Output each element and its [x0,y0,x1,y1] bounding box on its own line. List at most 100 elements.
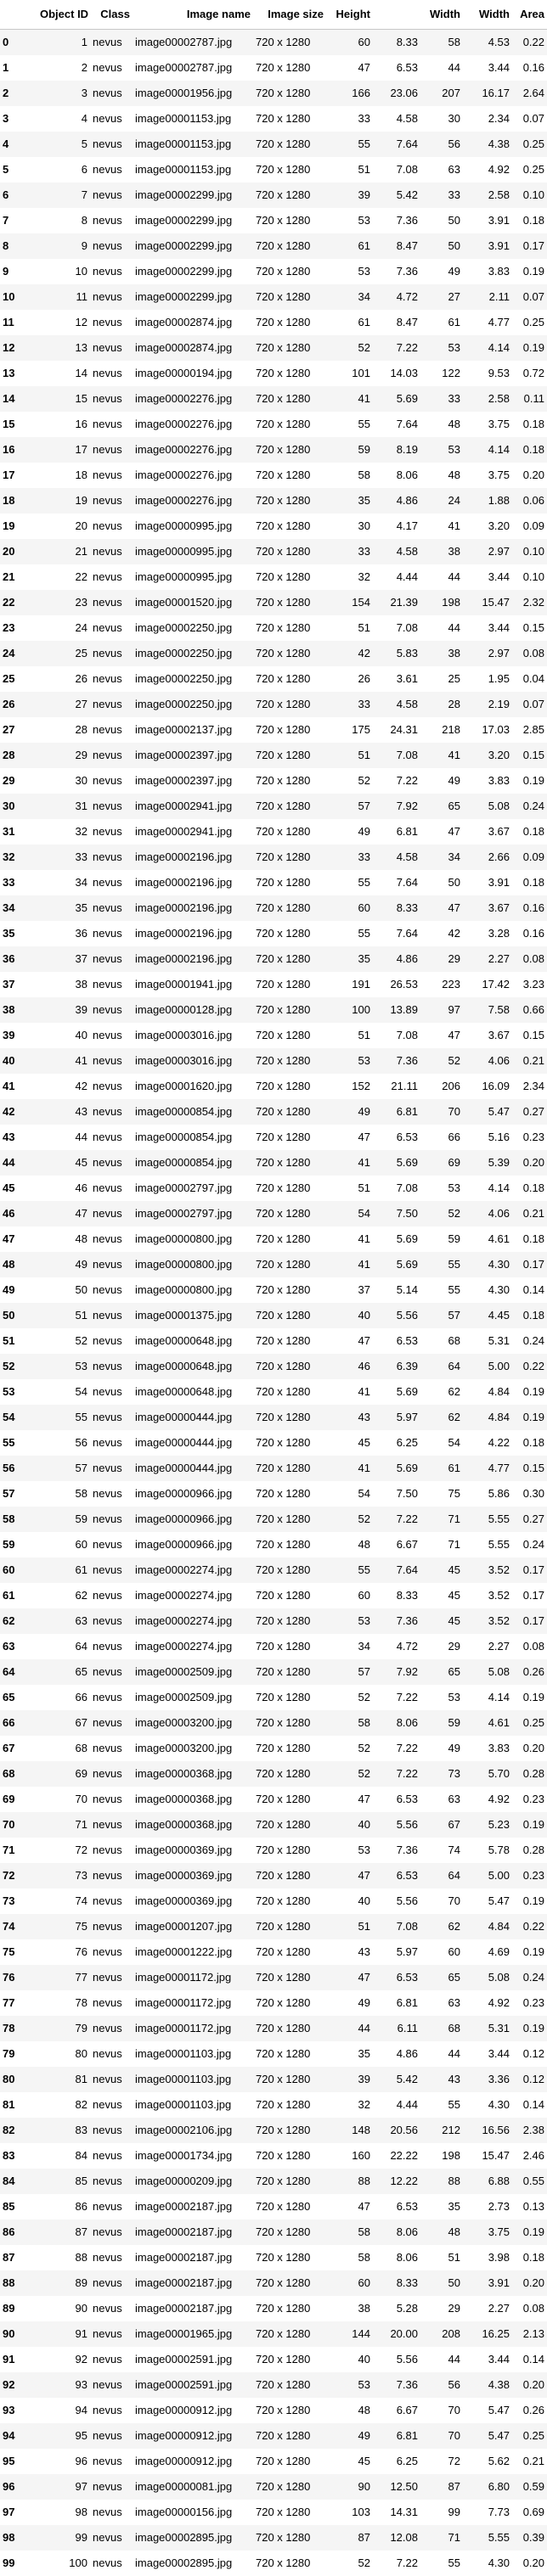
image-size-cell: 720 x 1280 [253,2092,326,2118]
row-index: 11 [0,310,37,335]
height-px-cell: 41 [326,1150,373,1176]
area-cell: 0.18 [512,437,547,463]
width-px-cell: 53 [420,1685,463,1710]
height-value-cell: 4.72 [373,1634,420,1659]
width-px-cell: 44 [420,564,463,590]
height-value-cell: 7.22 [373,2551,420,2576]
height-px-cell: 52 [326,1685,373,1710]
row-index: 84 [0,2169,37,2194]
row-index: 12 [0,335,37,361]
width-px-cell: 212 [420,2118,463,2143]
width-px-cell: 49 [420,768,463,794]
image-name-cell: image00003016.jpg [133,1048,253,1074]
area-cell: 0.27 [512,1507,547,1532]
height-value-cell: 3.61 [373,666,420,692]
width-value-cell: 9.53 [463,361,512,386]
height-px-cell: 47 [326,1787,373,1812]
width-px-cell: 47 [420,1023,463,1048]
height-px-cell: 55 [326,132,373,157]
row-index: 91 [0,2347,37,2372]
area-cell: 0.20 [512,463,547,488]
width-px-cell: 60 [420,1939,463,1965]
object-id-cell: 43 [37,1099,90,1125]
width-value-cell: 5.23 [463,1812,512,1838]
class-cell: nevus [90,1456,133,1481]
object-id-cell: 64 [37,1634,90,1659]
image-size-cell: 720 x 1280 [253,1914,326,1939]
image-size-cell: 720 x 1280 [253,2143,326,2169]
row-index: 66 [0,1710,37,1736]
class-cell: nevus [90,1303,133,1328]
height-value-cell: 23.06 [373,81,420,106]
width-px-cell: 45 [420,1557,463,1583]
height-px-cell: 46 [326,1354,373,1379]
image-size-cell: 720 x 1280 [253,895,326,921]
width-value-cell: 4.14 [463,437,512,463]
row-index: 87 [0,2245,37,2270]
image-name-cell: image00002106.jpg [133,2118,253,2143]
image-size-cell: 720 x 1280 [253,1659,326,1685]
row-index: 75 [0,1939,37,1965]
object-id-cell: 83 [37,2118,90,2143]
object-id-cell: 41 [37,1048,90,1074]
width-px-cell: 74 [420,1838,463,1863]
image-name-cell: image00002397.jpg [133,743,253,768]
class-cell: nevus [90,81,133,106]
image-name-cell: image00002187.jpg [133,2194,253,2220]
object-id-cell: 50 [37,1277,90,1303]
height-value-cell: 6.25 [373,1430,420,1456]
object-id-cell: 100 [37,2551,90,2576]
image-size-cell: 720 x 1280 [253,2296,326,2321]
width-value-cell: 4.38 [463,2372,512,2398]
height-px-cell: 32 [326,564,373,590]
class-cell: nevus [90,310,133,335]
height-value-cell: 5.42 [373,182,420,208]
image-size-cell: 720 x 1280 [253,81,326,106]
class-cell: nevus [90,2270,133,2296]
width-value-cell: 4.77 [463,310,512,335]
area-cell: 0.12 [512,2067,547,2092]
image-name-cell: image00002874.jpg [133,335,253,361]
width-px-cell: 29 [420,946,463,972]
object-id-cell: 52 [37,1328,90,1354]
row-index: 30 [0,794,37,819]
image-size-cell: 720 x 1280 [253,284,326,310]
area-cell: 0.04 [512,666,547,692]
width-value-cell: 3.20 [463,743,512,768]
width-px-cell: 55 [420,1252,463,1277]
height-px-cell: 44 [326,2016,373,2041]
height-px-cell: 41 [326,1226,373,1252]
width-px-cell: 62 [420,1914,463,1939]
width-value-cell: 3.67 [463,895,512,921]
image-name-cell: image00000854.jpg [133,1099,253,1125]
image-size-cell: 720 x 1280 [253,1303,326,1328]
area-cell: 0.08 [512,946,547,972]
width-px-cell: 43 [420,2067,463,2092]
image-size-cell: 720 x 1280 [253,1990,326,2016]
width-value-cell: 5.55 [463,1507,512,1532]
height-px-cell: 48 [326,1532,373,1557]
image-size-cell: 720 x 1280 [253,1863,326,1889]
class-cell: nevus [90,1532,133,1557]
object-id-cell: 90 [37,2296,90,2321]
object-id-cell: 37 [37,946,90,972]
class-cell: nevus [90,208,133,233]
height-value-cell: 24.31 [373,717,420,743]
image-name-cell: image00000369.jpg [133,1889,253,1914]
row-index: 99 [0,2551,37,2576]
area-cell: 0.19 [512,1889,547,1914]
object-id-cell: 87 [37,2220,90,2245]
object-id-cell: 21 [37,539,90,564]
object-id-cell: 98 [37,2500,90,2525]
row-index: 51 [0,1328,37,1354]
class-cell: nevus [90,1405,133,1430]
width-px-cell: 53 [420,1176,463,1201]
width-px-cell: 53 [420,437,463,463]
